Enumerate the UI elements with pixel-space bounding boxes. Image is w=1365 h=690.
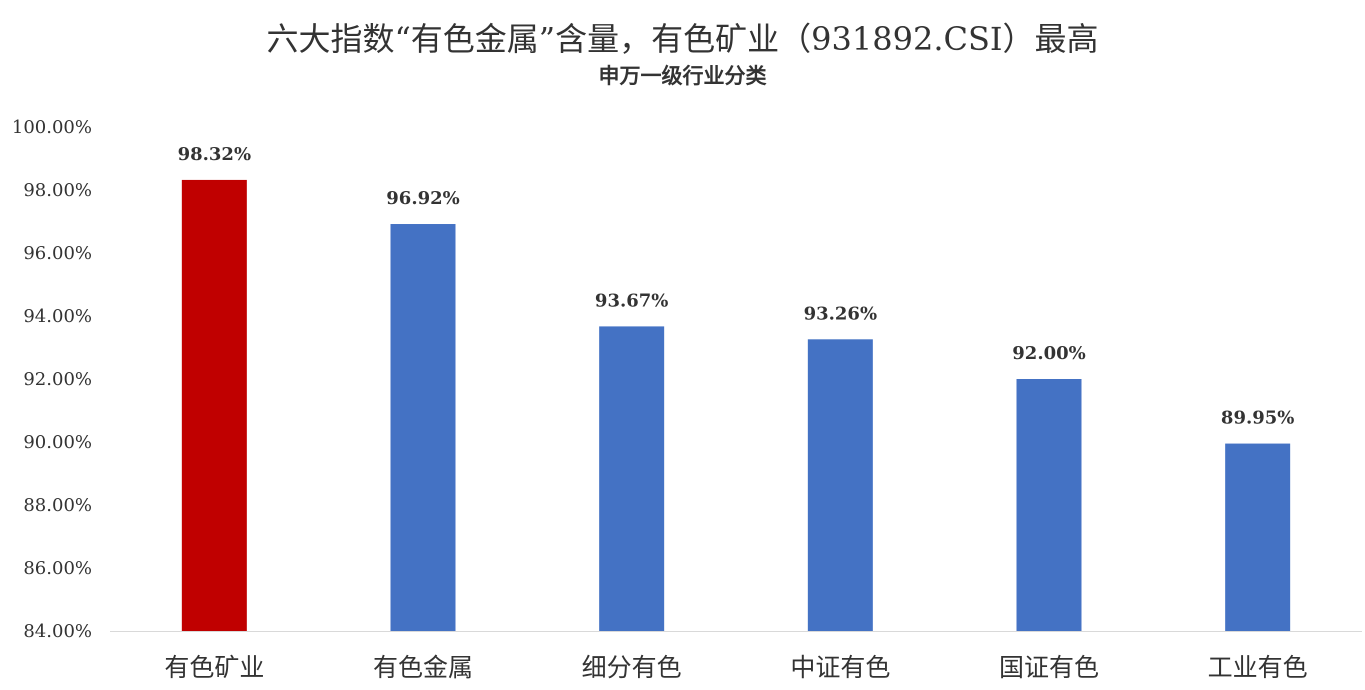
- y-tick-label: 100.00%: [12, 117, 92, 138]
- x-tick-label: 有色金属: [373, 653, 473, 682]
- bar: [1225, 443, 1291, 631]
- data-label: 89.95%: [1221, 408, 1294, 429]
- data-label: 93.67%: [595, 290, 668, 311]
- chart-title: 六大指数“有色金属”含量，有色矿业（931892.CSI）最高: [266, 20, 1099, 58]
- y-tick-label: 88.00%: [23, 495, 92, 516]
- data-label: 98.32%: [178, 144, 251, 165]
- x-tick-label: 中证有色: [790, 653, 890, 682]
- bar: [599, 326, 665, 631]
- x-tick-label: 国证有色: [999, 653, 1099, 682]
- y-tick-label: 90.00%: [23, 432, 92, 453]
- data-label: 96.92%: [386, 188, 459, 209]
- bar: [181, 179, 247, 632]
- bar: [1016, 379, 1082, 631]
- data-label: 93.26%: [804, 303, 877, 324]
- bar: [807, 339, 873, 631]
- x-tick-label: 工业有色: [1208, 653, 1308, 682]
- bar: [390, 224, 456, 631]
- chart-subtitle: 申万一级行业分类: [598, 63, 767, 88]
- y-tick-label: 86.00%: [23, 558, 92, 579]
- y-tick-label: 98.00%: [23, 180, 92, 201]
- y-tick-label: 92.00%: [23, 369, 92, 390]
- y-tick-label: 96.00%: [23, 243, 92, 264]
- y-tick-label: 84.00%: [23, 621, 92, 642]
- x-tick-label: 细分有色: [582, 653, 682, 682]
- y-tick-label: 94.00%: [23, 306, 92, 327]
- x-tick-label: 有色矿业: [164, 653, 264, 682]
- data-label: 92.00%: [1012, 343, 1085, 364]
